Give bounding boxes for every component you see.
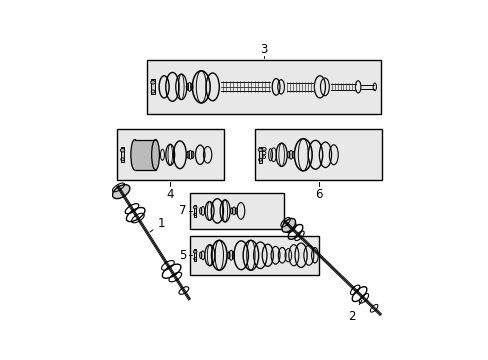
Ellipse shape (120, 148, 124, 152)
Ellipse shape (262, 147, 265, 151)
Bar (189, 193, 284, 229)
Text: 4: 4 (166, 188, 174, 201)
Ellipse shape (112, 185, 130, 199)
Ellipse shape (282, 219, 295, 232)
Bar (193, 205, 196, 217)
Ellipse shape (131, 140, 138, 170)
Ellipse shape (258, 148, 262, 152)
Bar (117, 129, 224, 180)
Text: 3: 3 (260, 43, 267, 56)
Ellipse shape (193, 250, 197, 253)
Text: 5: 5 (179, 249, 186, 262)
Bar (189, 236, 318, 275)
Bar (258, 147, 261, 163)
Ellipse shape (151, 140, 159, 170)
Bar (193, 249, 196, 261)
Bar (135, 140, 155, 170)
Bar (146, 60, 380, 114)
Text: 6: 6 (314, 188, 322, 201)
Text: 2: 2 (347, 300, 361, 323)
Ellipse shape (150, 80, 155, 84)
Bar (254, 129, 382, 180)
Bar (151, 79, 154, 94)
Text: 7: 7 (179, 204, 186, 217)
Ellipse shape (193, 206, 197, 209)
Text: 1: 1 (150, 217, 165, 232)
Bar (121, 147, 124, 162)
